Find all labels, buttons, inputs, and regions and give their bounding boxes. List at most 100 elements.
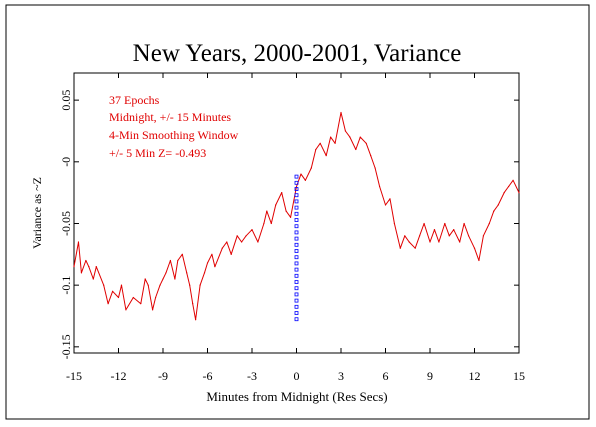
series-point <box>473 247 476 249</box>
series-point <box>181 253 183 255</box>
annotation-midnight-window: Midnight, +/- 15 Minutes <box>109 110 231 124</box>
y-tick-label: -0 <box>59 157 73 167</box>
midnight-marker-point <box>294 236 299 241</box>
y-tick-label: -0.1 <box>59 276 73 295</box>
x-tick-label: 3 <box>338 369 344 383</box>
series-point <box>325 155 327 157</box>
series-point <box>478 259 480 262</box>
midnight-marker-point <box>294 205 299 210</box>
series-point <box>281 192 283 194</box>
annotation-smoothing: 4-Min Smoothing Window <box>109 128 239 142</box>
series-point <box>503 192 505 194</box>
midnight-marker-point <box>294 311 299 315</box>
series-point <box>275 204 277 206</box>
y-tick-label: -0.15 <box>59 334 73 359</box>
series-point <box>389 198 391 200</box>
y-tick-label: -0.05 <box>59 211 73 236</box>
series-point <box>414 247 416 249</box>
series-point <box>419 235 421 237</box>
series-point <box>152 309 154 311</box>
series-point <box>349 136 351 138</box>
midnight-marker-point <box>294 273 299 278</box>
series-point <box>120 284 123 286</box>
series-point <box>186 272 188 274</box>
series-point <box>221 247 223 249</box>
series-point <box>174 278 176 280</box>
series-point <box>103 284 105 286</box>
series-point <box>111 290 114 292</box>
series-point <box>203 272 206 274</box>
x-ticks: -15 -12 -9 -6 -3 0 3 6 9 12 15 <box>66 73 525 383</box>
series-point <box>310 167 312 169</box>
x-axis-label: Minutes from Midnight (Res Secs) <box>206 389 387 404</box>
series-point <box>192 303 194 305</box>
series-point <box>132 296 134 299</box>
midnight-marker-point <box>294 261 299 266</box>
x-tick-label: -15 <box>66 369 82 383</box>
series-point <box>374 167 376 169</box>
series-point <box>92 278 94 280</box>
midnight-marker-point <box>294 304 299 309</box>
series-point <box>433 229 436 231</box>
series-point <box>319 142 321 144</box>
series-point <box>77 241 80 243</box>
midnight-marker-point <box>294 193 299 198</box>
series-point <box>330 136 332 138</box>
series-point <box>241 241 243 243</box>
series-point <box>393 222 395 225</box>
x-tick-label: 12 <box>469 369 481 383</box>
series-point <box>359 136 361 138</box>
series-point <box>263 222 265 225</box>
series-point <box>245 235 247 237</box>
series-point <box>444 222 446 225</box>
x-tick-label: 6 <box>383 369 389 383</box>
x-tick-label: 15 <box>513 369 525 383</box>
series-point <box>95 266 97 268</box>
series-point <box>162 278 164 280</box>
series-point <box>404 235 406 237</box>
midnight-marker-point <box>294 280 299 284</box>
series-point <box>270 222 272 225</box>
series-point <box>448 235 450 237</box>
series-point <box>147 284 149 286</box>
midnight-marker-point <box>294 286 299 291</box>
series-point <box>463 222 465 225</box>
series-point <box>144 278 146 280</box>
midnight-marker-point <box>294 187 299 191</box>
series-point <box>88 266 90 268</box>
series-point <box>285 210 287 212</box>
series-point <box>199 284 201 286</box>
midnight-marker-point <box>294 267 299 272</box>
midnight-marker-point <box>294 199 299 204</box>
series-point <box>423 222 425 225</box>
series-point <box>399 247 401 249</box>
series-point <box>165 272 167 274</box>
series-point <box>300 173 302 175</box>
series-layer <box>73 111 520 322</box>
midnight-marker-point <box>294 298 299 303</box>
midnight-marker-point <box>294 174 299 179</box>
series-point <box>230 253 232 255</box>
series-point <box>355 148 357 151</box>
series-point <box>493 210 495 212</box>
series-point <box>429 241 431 243</box>
series-point <box>236 235 238 237</box>
x-tick-label: 9 <box>427 369 433 383</box>
series-point <box>189 284 191 286</box>
series-point <box>518 192 520 194</box>
series-point <box>266 210 268 212</box>
series-point <box>508 185 510 188</box>
midnight-marker-point <box>294 317 299 322</box>
series-point <box>408 241 410 243</box>
series-point <box>211 253 213 255</box>
series-point <box>117 296 120 299</box>
series-point <box>488 222 490 225</box>
x-tick-label: -3 <box>247 369 257 383</box>
midnight-marker-point <box>294 224 299 229</box>
series-point <box>289 216 292 218</box>
series-point <box>154 296 157 299</box>
x-tick-label: 0 <box>294 369 300 383</box>
series-line <box>73 112 520 321</box>
series-point <box>512 179 514 181</box>
series-point <box>159 284 161 286</box>
